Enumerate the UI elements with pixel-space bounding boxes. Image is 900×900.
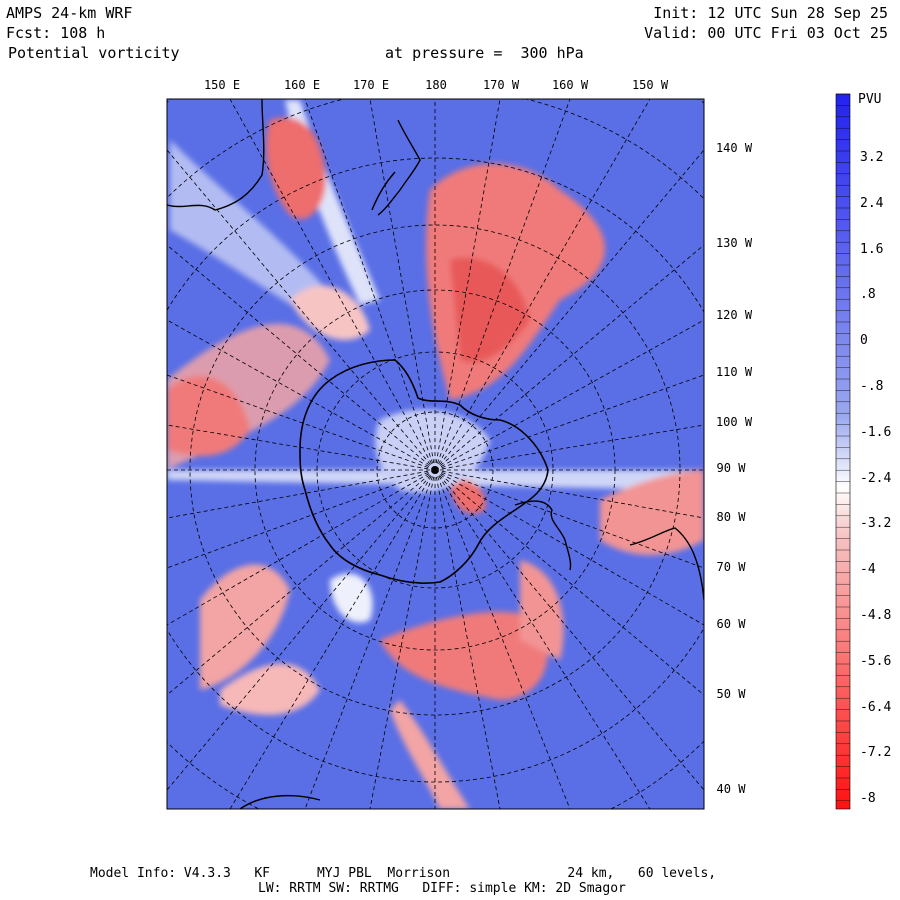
field-name: Potential vorticity	[8, 44, 180, 62]
lon-label-60w: 60 W	[716, 617, 746, 631]
colorbar	[835, 93, 851, 810]
colorbar-label: -4	[860, 562, 876, 578]
forecast-hour: Fcst: 108 h	[6, 24, 106, 42]
lon-label-160e: 160 E	[283, 78, 321, 92]
colorbar-unit: PVU	[858, 92, 882, 107]
colorbar-label: 0	[860, 333, 868, 349]
colorbar-label: -.8	[860, 379, 884, 394]
lon-label-40w: 40 W	[716, 782, 746, 796]
model-info-line1: Model Info: V4.3.3 KF MYJ PBL Morrison 2…	[90, 866, 717, 881]
lon-label-50w: 50 W	[716, 687, 746, 701]
lon-label-170w-top: 170 W	[482, 78, 520, 92]
model-title: AMPS 24-km WRF	[6, 4, 133, 22]
lon-label-150e: 150 E	[203, 78, 241, 92]
model-info-line2: LW: RRTM SW: RRTMG DIFF: simple KM: 2D S…	[258, 881, 626, 896]
colorbar-label: 2.4	[860, 195, 884, 211]
colorbar-label: -1.6	[860, 424, 892, 440]
lon-label-150w-top: 150 W	[631, 78, 669, 92]
antarctic-peninsula-coastline	[514, 500, 572, 571]
pressure-level: at pressure = 300 hPa	[385, 44, 584, 62]
lon-label-130w: 130 W	[715, 236, 753, 250]
antarctica-coastline	[299, 359, 549, 584]
lon-label-140w: 140 W	[715, 141, 753, 155]
lon-label-90w: 90 W	[716, 461, 746, 475]
lon-label-160w-top: 160 W	[551, 78, 589, 92]
colorbar-label: -5.6	[860, 653, 892, 669]
lon-label-170e: 170 E	[352, 78, 390, 92]
colorbar-label: -8	[860, 791, 876, 807]
colorbar-label: -4.8	[860, 608, 892, 623]
colorbar-label: -6.4	[860, 699, 892, 715]
lon-label-110w: 110 W	[715, 365, 753, 379]
map-frame	[166, 98, 705, 810]
colorbar-label: 1.6	[860, 241, 884, 257]
australia-coastline	[167, 99, 265, 211]
lon-label-100w: 100 W	[715, 415, 753, 429]
colorbar-label: 3.2	[860, 150, 884, 165]
colorbar-label: -3.2	[860, 516, 892, 532]
lon-label-80w: 80 W	[716, 510, 746, 524]
colorbar-label: -2.4	[860, 470, 892, 486]
lon-label-70w: 70 W	[716, 560, 746, 574]
pv-field	[167, 100, 704, 809]
lon-label-120w: 120 W	[715, 308, 753, 322]
colorbar-label: .8	[860, 287, 876, 303]
lon-label-180: 180	[425, 78, 447, 92]
init-time: Init: 12 UTC Sun 28 Sep 25	[653, 4, 888, 22]
south-america-tip-coastline	[239, 794, 321, 809]
colorbar-label: -7.2	[860, 745, 892, 761]
south-america-coastline	[629, 527, 704, 601]
valid-time: Valid: 00 UTC Fri 03 Oct 25	[644, 24, 888, 42]
graticule	[167, 99, 704, 809]
